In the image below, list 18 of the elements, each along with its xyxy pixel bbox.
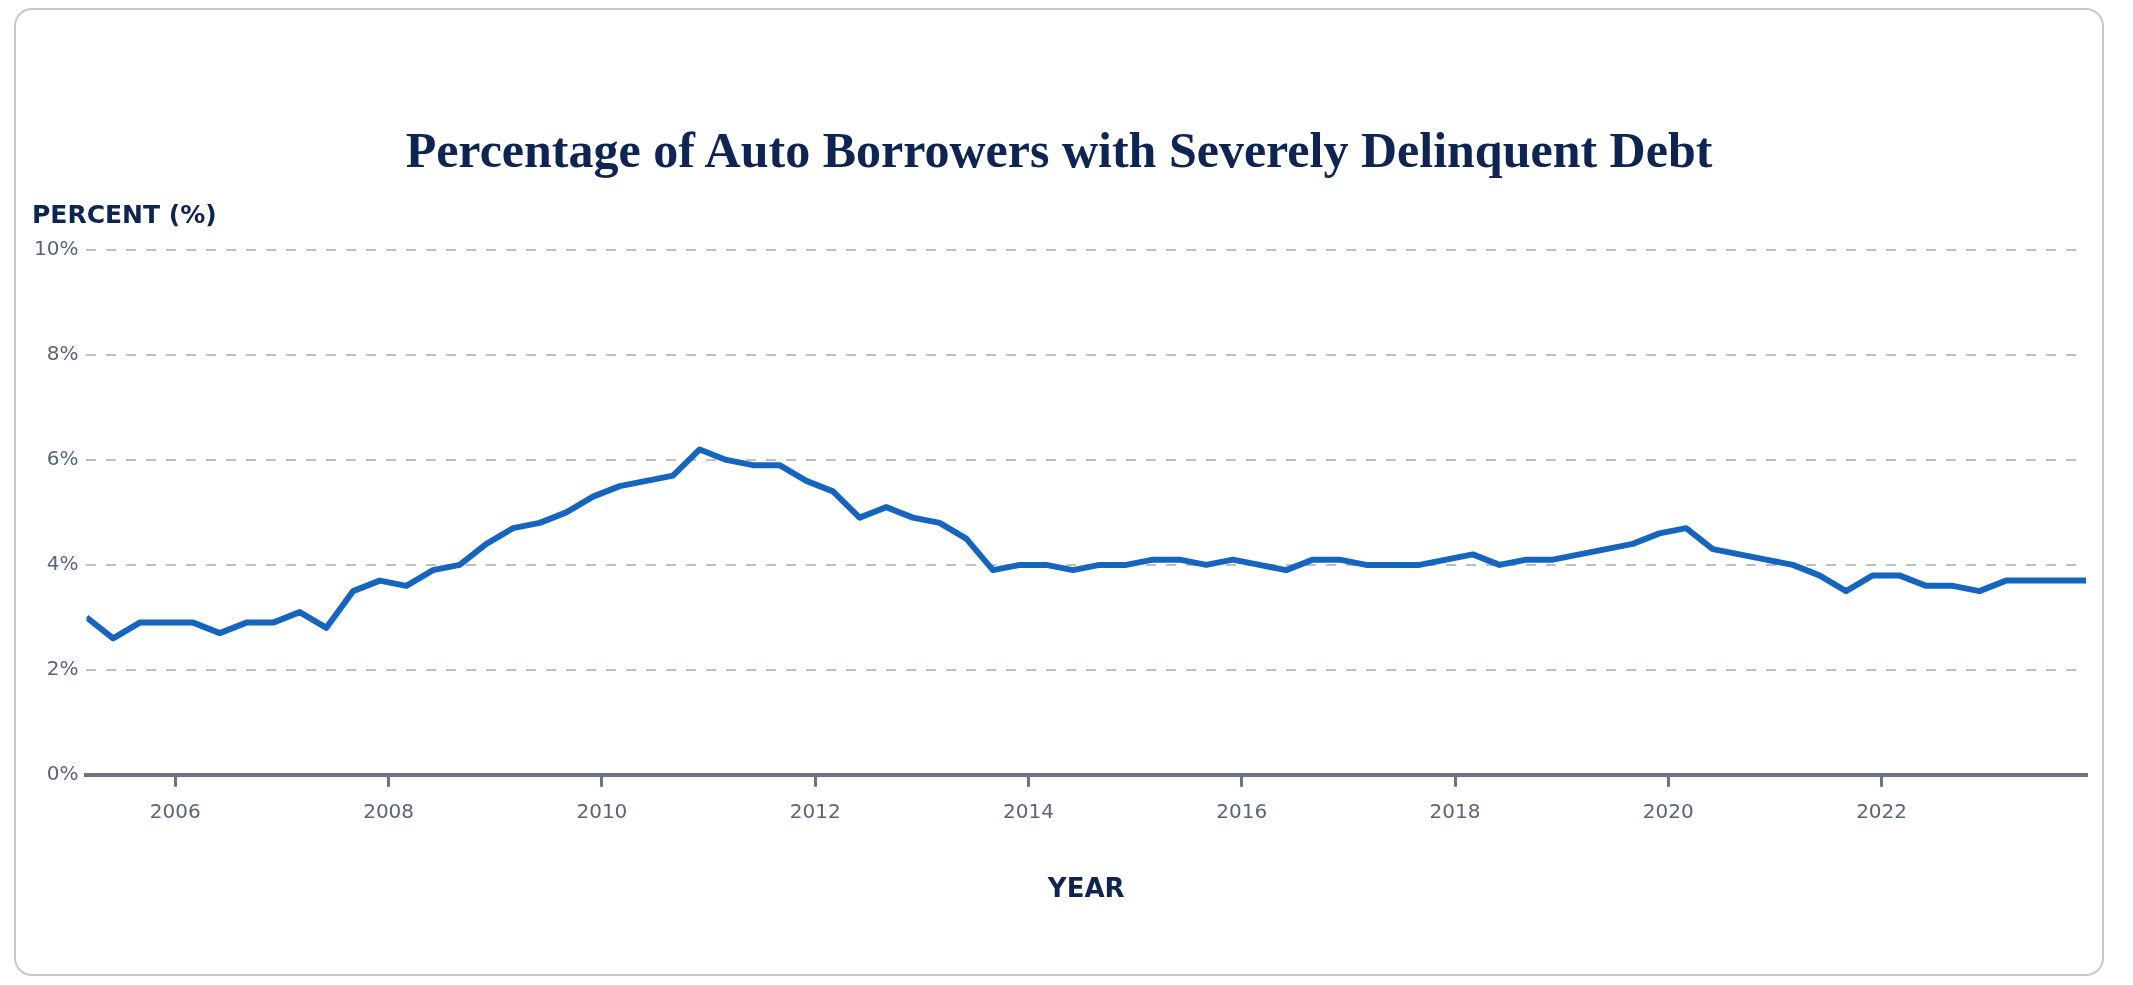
- x-tick-label: 2012: [789, 799, 841, 823]
- y-tick-label: 8%: [46, 341, 79, 366]
- x-tick-label: 2008: [363, 799, 415, 823]
- y-axis-title: PERCENT (%): [32, 200, 218, 230]
- y-tick-label: 2%: [46, 656, 79, 681]
- x-axis-title: YEAR: [1046, 873, 1125, 904]
- x-tick-label: 2016: [1216, 799, 1268, 823]
- x-tick-label: 2010: [576, 799, 628, 823]
- x-tick-label: 2006: [149, 799, 201, 823]
- y-tick-label: 10%: [34, 236, 79, 261]
- x-tick-label: 2014: [1003, 799, 1054, 823]
- chart-title: Percentage of Auto Borrowers with Severely Delinquent Debt: [404, 121, 1714, 180]
- y-tick-label: 6%: [46, 446, 79, 471]
- x-tick-label: 2022: [1856, 799, 1908, 823]
- x-tick-label: 2020: [1642, 799, 1694, 823]
- x-tick-label: 2018: [1429, 799, 1481, 823]
- y-tick-label: 4%: [46, 551, 79, 576]
- y-tick-label: 0%: [46, 761, 79, 785]
